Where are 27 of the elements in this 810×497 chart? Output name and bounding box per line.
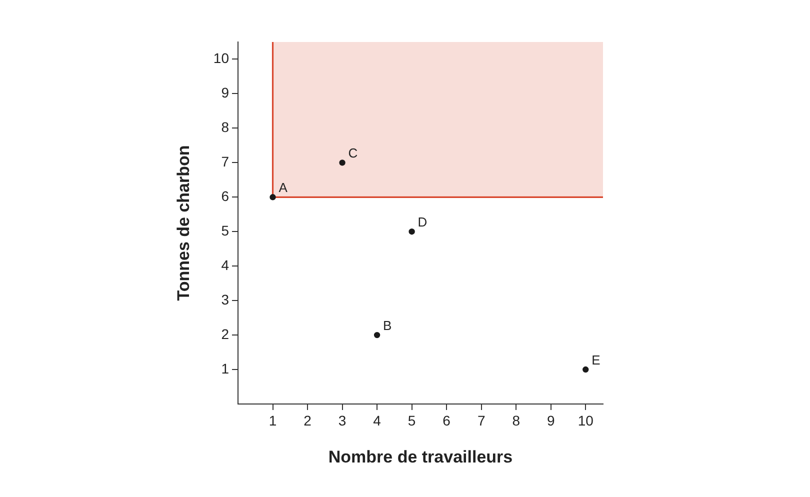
y-tick-label: 3 <box>221 291 230 308</box>
x-axis-title: Nombre de travailleurs <box>328 447 513 466</box>
x-tick-label: 1 <box>268 412 277 428</box>
annotation: B <box>383 318 392 334</box>
x-tick-label: 2 <box>304 412 312 428</box>
y-tick-label: 7 <box>221 154 230 170</box>
x-tick-label: 5 <box>408 412 416 428</box>
x-tick-label: 7 <box>477 412 486 428</box>
annotation: D <box>418 214 428 230</box>
y-tick-label: 1 <box>221 360 230 376</box>
x-tick-label: 3 <box>338 412 346 428</box>
y-axis-title: Tonnes de charbon <box>174 145 193 301</box>
x-tick-label: 6 <box>442 412 451 428</box>
y-tick-label: 5 <box>221 222 230 238</box>
y-tick-label: 10 <box>213 50 230 66</box>
annotation: C <box>348 146 358 161</box>
annotation: E <box>592 352 601 368</box>
x-tick-label: 10 <box>578 412 594 428</box>
y-tick-label: 9 <box>221 84 230 101</box>
y-tick-label: 4 <box>221 256 230 273</box>
annotation: A <box>278 180 288 196</box>
y-tick-label: 6 <box>221 188 230 204</box>
x-tick-label: 8 <box>512 412 520 428</box>
x-tick-label: 9 <box>546 412 555 428</box>
y-tick-label: 8 <box>221 119 230 136</box>
x-tick-label: 4 <box>373 412 382 428</box>
y-tick-label: 2 <box>221 326 230 342</box>
